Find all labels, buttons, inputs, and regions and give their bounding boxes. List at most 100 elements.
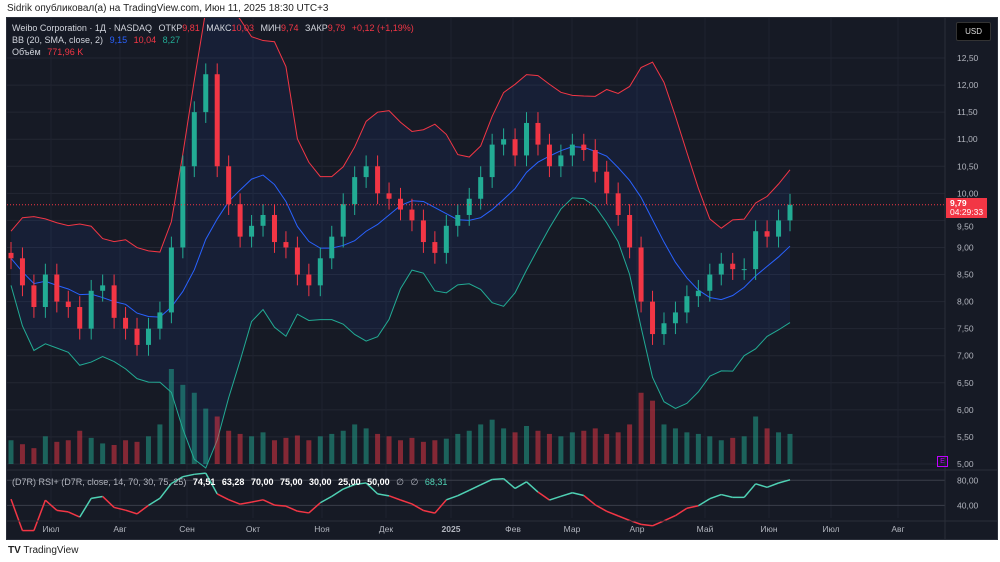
volume-bar xyxy=(191,392,197,464)
candle-body xyxy=(398,198,403,210)
candle-body xyxy=(306,274,312,286)
currency-button[interactable]: USD xyxy=(956,22,991,41)
price-tick: 9,00 xyxy=(957,242,974,252)
volume-bar xyxy=(145,436,151,464)
price-tick: 12,50 xyxy=(957,53,979,63)
volume-bar xyxy=(524,426,530,464)
rsi-value: 63,28 xyxy=(221,477,245,487)
volume-bar xyxy=(443,438,449,464)
volume-bar xyxy=(283,437,289,464)
candle-body xyxy=(123,317,129,329)
candle-body xyxy=(466,198,472,215)
candle-body xyxy=(386,193,392,199)
volume-bar xyxy=(317,436,323,464)
close-value: 9,79 xyxy=(327,23,346,33)
price-chart[interactable]: 12,50 12,00 11,50 11,00 10,50 10,00 9,50 9,00 8,… xyxy=(7,18,997,539)
rsi-line xyxy=(136,504,149,515)
volume-bar xyxy=(157,424,163,464)
candle-body xyxy=(455,214,461,226)
earnings-toggle-icon[interactable]: E xyxy=(937,456,948,467)
rsi-line xyxy=(663,514,676,522)
time-tick: Май xyxy=(697,524,714,534)
rsi-value: 30,00 xyxy=(309,477,332,487)
symbol-legend: Weibo Corporation · 1Д · NASDAQ ОТКР9,81… xyxy=(12,23,418,33)
volume-bar xyxy=(707,436,713,464)
rsi-line xyxy=(33,499,47,531)
candle-body xyxy=(741,269,747,271)
candle-body xyxy=(329,236,335,259)
candle-body xyxy=(31,285,37,308)
price-tick: 8,00 xyxy=(957,297,974,307)
time-tick: Авг xyxy=(891,524,904,534)
volume-bar xyxy=(466,430,472,464)
rsi-line xyxy=(194,472,206,476)
rsi-line xyxy=(216,493,229,501)
candle-body xyxy=(501,139,507,145)
candle-body xyxy=(512,139,518,156)
candle-body xyxy=(88,290,94,329)
bb-upper: 10,04 xyxy=(133,35,157,45)
rsi-line xyxy=(446,495,459,501)
candle-body xyxy=(730,263,736,270)
volume-bar xyxy=(478,424,484,464)
tradingview-logo[interactable]: TV TradingView xyxy=(8,545,78,556)
candle-body xyxy=(489,144,495,178)
price-tick: 9,50 xyxy=(957,221,974,231)
price-tick: 12,00 xyxy=(957,80,979,90)
bb-lower-line xyxy=(10,197,791,469)
volume-bar xyxy=(409,437,415,464)
rsi-value: 68,31 xyxy=(424,477,448,487)
rsi-line xyxy=(606,510,619,517)
volume-bar xyxy=(54,441,60,464)
price-tick: 5,50 xyxy=(957,432,974,442)
volume-bar xyxy=(226,430,232,464)
time-tick: Сен xyxy=(179,524,195,534)
volume-bar xyxy=(672,428,678,464)
candle-body xyxy=(294,247,300,275)
candle-body xyxy=(134,328,140,345)
candle-body xyxy=(77,307,83,329)
rsi-line xyxy=(182,473,195,478)
rsi-line xyxy=(778,479,791,484)
volume-bar xyxy=(432,440,438,464)
volume-bar xyxy=(77,430,83,464)
chart-frame[interactable]: 12,50 12,00 11,50 11,00 10,50 10,00 9,50 9,00 8,… xyxy=(6,17,998,540)
price-tick: 10,50 xyxy=(957,161,979,171)
candle-body xyxy=(695,290,701,297)
time-tick: Июл xyxy=(822,524,839,534)
bb-label: BB (20, SMA, close, 2) xyxy=(12,35,104,45)
rsi-label: (D7R) RSI+ (D7R, close, 14, 70, 30, 75, … xyxy=(12,477,187,487)
volume-legend[interactable]: Объём 771,96 K xyxy=(12,47,87,57)
volume-bar xyxy=(271,440,277,464)
high-label: МАКС xyxy=(206,23,232,33)
candle-body xyxy=(684,296,690,313)
candle-body xyxy=(214,74,220,167)
price-tick: 6,50 xyxy=(957,378,974,388)
rsi-line xyxy=(342,483,355,490)
volume-bar xyxy=(512,432,518,464)
rsi-legend[interactable]: (D7R) RSI+ (D7R, close, 14, 70, 30, 75, … xyxy=(12,477,451,488)
rsi-line xyxy=(743,483,757,498)
volume-bar xyxy=(718,440,724,464)
rsi-line xyxy=(228,499,241,505)
candle-body xyxy=(546,144,552,167)
volume-bar xyxy=(501,428,507,464)
candle-body xyxy=(443,225,449,253)
open-label: ОТКР xyxy=(158,23,183,33)
volume-bar xyxy=(180,384,186,464)
rsi-line xyxy=(755,483,768,489)
volume-bar xyxy=(168,369,174,464)
volume-bar xyxy=(627,424,633,464)
rsi-value: 50,00 xyxy=(367,477,390,487)
bb-legend[interactable]: BB (20, SMA, close, 2) 9,15 10,04 8,27 xyxy=(12,35,184,45)
volume-bar xyxy=(776,432,782,464)
price-tick: 11,00 xyxy=(957,134,978,144)
publisher-caption: Sidrik опубликовал(а) на TradingView.com… xyxy=(7,3,329,14)
candle-body xyxy=(157,312,163,329)
rsi-line xyxy=(766,482,779,489)
rsi-line xyxy=(159,483,172,499)
time-tick: Июн xyxy=(760,524,777,534)
rsi-line xyxy=(480,478,493,486)
volume-bar xyxy=(329,433,335,464)
candle-body xyxy=(569,144,575,156)
